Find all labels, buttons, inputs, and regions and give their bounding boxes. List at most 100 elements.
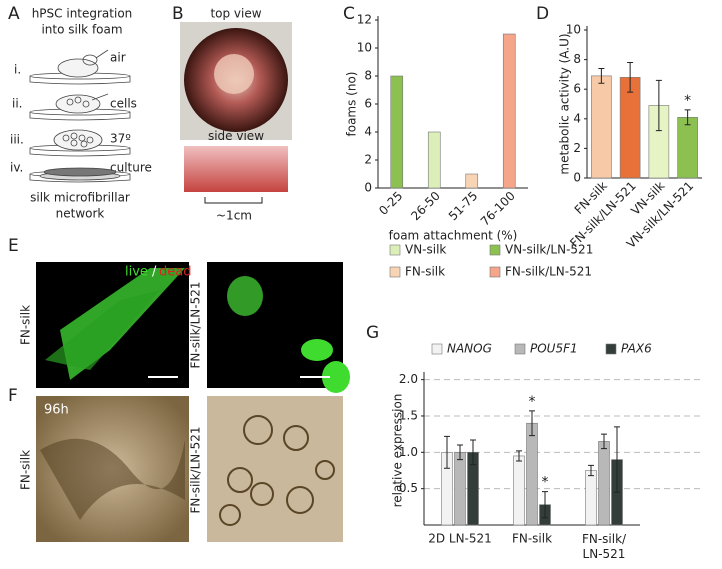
y-tick-label: 4: [573, 111, 581, 125]
y-tick-label: 10: [357, 41, 372, 55]
texture: [40, 438, 185, 520]
error-bar: [588, 464, 594, 477]
step-label: iii.: [10, 133, 24, 147]
y-tick-label: 0.5: [399, 481, 418, 495]
bar: [502, 33, 516, 189]
error-bar: [542, 491, 548, 519]
y-tick-label: 1.0: [399, 445, 418, 459]
panel-a: hPSC integration into silk foam i. air i…: [10, 7, 152, 221]
legend-dead: dead: [159, 265, 191, 280]
error-bar: [444, 435, 450, 469]
step-note: cells: [110, 97, 137, 111]
micrograph: [207, 396, 343, 542]
bar: [677, 117, 698, 179]
row-label: FN-silk/LN-521: [189, 426, 203, 513]
bar: [465, 173, 479, 189]
x-tick-label: 76-100: [478, 189, 518, 229]
legend-label: FN-silk: [405, 265, 445, 279]
bar: [454, 452, 466, 526]
bar: [390, 75, 404, 189]
error-bar: [614, 426, 620, 493]
y-tick-label: 6: [364, 97, 372, 111]
foam-center: [214, 54, 254, 94]
cell-aggregates: [219, 415, 335, 526]
panel-letter: A: [8, 4, 20, 24]
legend-label: VN-silk/LN-521: [505, 243, 593, 257]
y-tick-label: 1.5: [399, 408, 418, 422]
panel-e: live / dead FN-silk FN-silk/LN-521: [19, 262, 350, 393]
row-label: FN-silk: [19, 450, 33, 490]
live-cells: [45, 290, 160, 370]
y-tick-label: 10: [566, 23, 581, 37]
error-bar: [529, 410, 535, 437]
annotation: *: [542, 475, 549, 491]
bar: [513, 455, 525, 526]
error-bar: [470, 439, 476, 466]
y-tick-label: 0: [573, 171, 581, 185]
error-bar: [655, 79, 662, 132]
error-bar: [598, 67, 605, 84]
x-tick-label: 51-75: [446, 189, 481, 224]
step-note: air: [110, 51, 126, 65]
live-cells: [227, 276, 263, 316]
annotation: *: [529, 394, 536, 410]
step-label: i.: [14, 63, 21, 77]
legend-swatch: [489, 266, 501, 278]
panel-letter: D: [536, 4, 549, 24]
x-tick-label: 0-25: [376, 189, 405, 218]
micrograph: [207, 262, 343, 388]
y-tick-label: 4: [364, 125, 372, 139]
panel-letter: G: [366, 323, 379, 343]
title-line: into silk foam: [41, 23, 122, 37]
panel-letter: E: [8, 236, 19, 256]
legend-swatch: [605, 343, 617, 355]
step-note: culture: [110, 161, 152, 175]
view-label: side view: [208, 129, 264, 143]
row-label: FN-silk/LN-521: [189, 281, 203, 368]
step-label: iv.: [10, 161, 23, 175]
error-bar: [684, 109, 691, 126]
step-label: ii.: [12, 97, 22, 111]
legend-label: FN-silk/LN-521: [505, 265, 592, 279]
error-bar: [627, 62, 634, 93]
x-tick-line: LN-521: [583, 547, 626, 561]
legend-label: NANOG: [447, 342, 492, 356]
y-tick-label: 2: [573, 141, 581, 155]
panel-f: 96h FN-silk FN-silk/LN-521: [19, 396, 343, 542]
caption-line: network: [56, 207, 105, 221]
panel-letter: B: [172, 4, 184, 24]
legend-label: VN-silk: [405, 243, 446, 257]
panel-letter: F: [8, 386, 18, 406]
photo-side: [184, 146, 288, 192]
x-tick-label: 2D LN-521: [428, 532, 492, 546]
legend-swatch: [431, 343, 443, 355]
error-bar: [601, 433, 607, 450]
scale-bar: [204, 197, 263, 204]
y-tick-label: 12: [357, 13, 372, 27]
caption-line: silk microfibrillar: [30, 191, 130, 205]
legend-swatch: [389, 244, 401, 256]
dish-drawings: [29, 49, 131, 183]
live-cells: [301, 339, 333, 361]
error-bar: [516, 450, 522, 462]
x-tick-label: FN-silk/LN-521: [582, 532, 627, 561]
y-axis-label: foams (no): [345, 72, 359, 137]
title-line: hPSC integration: [32, 7, 133, 21]
live-cells: [322, 361, 350, 393]
y-tick-label: 2: [364, 153, 372, 167]
scale-label: ~1cm: [216, 209, 252, 223]
x-tick-line: FN-silk/: [582, 532, 627, 546]
bar: [526, 422, 538, 526]
bar: [585, 470, 597, 526]
x-axis-label: foam attachment (%): [389, 229, 518, 243]
time-label: 96h: [44, 403, 69, 418]
legend-live: live: [125, 265, 148, 280]
y-tick-label: 6: [573, 82, 581, 96]
x-tick-label: FN-silk: [512, 532, 552, 546]
panel-b: top view side view ~1cm: [180, 7, 292, 223]
annotation: *: [684, 93, 691, 109]
y-axis-label: relative expression: [391, 394, 405, 508]
y-tick-label: 0: [364, 181, 372, 195]
bar: [591, 75, 612, 179]
